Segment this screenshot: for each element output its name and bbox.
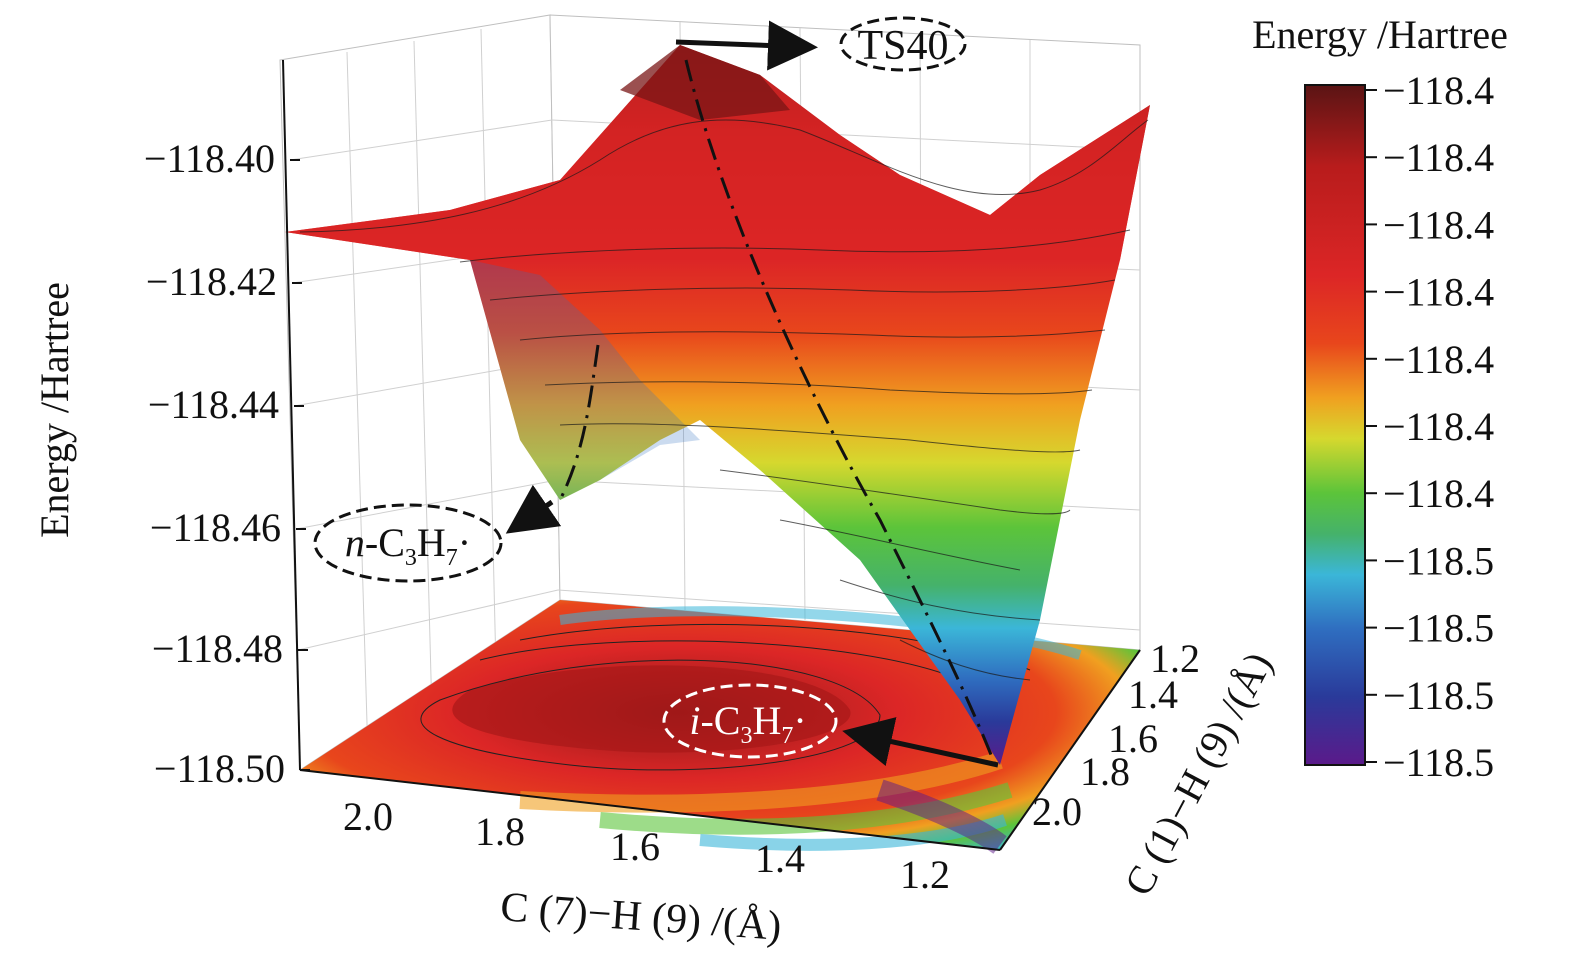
- z-tick-label: −118.40: [144, 136, 275, 181]
- n-c: -C: [365, 520, 405, 565]
- x-tick-label: 1.6: [610, 824, 660, 869]
- colorbar-tick-label: −118.4: [1383, 135, 1494, 180]
- colorbar-tick-label: −118.5: [1383, 740, 1494, 785]
- reaction-path: [558, 59, 997, 766]
- colorbar-tick-label: −118.4: [1383, 270, 1494, 315]
- x-axis-title: C (7)−H (9) /(Å): [499, 884, 783, 950]
- n-h: H: [417, 520, 446, 565]
- colorbar-tick-label: −118.4: [1383, 202, 1494, 247]
- axes-lines: [282, 59, 1141, 851]
- energy-surface: [285, 45, 1150, 765]
- x-tick-label: 1.4: [755, 836, 805, 881]
- z-tick-label: −118.48: [152, 626, 283, 671]
- i-dot: ·: [793, 698, 806, 743]
- floor-contour-map: [300, 600, 1140, 854]
- annotation-i-propyl: i-C3H7·: [662, 683, 999, 768]
- y-tick-label: 1.6: [1108, 716, 1158, 761]
- colorbar-tick-label: −118.4: [1383, 471, 1494, 516]
- ts40-label: TS40: [857, 23, 948, 69]
- colorbar-tick-label: −118.5: [1383, 538, 1494, 583]
- z-tick-label: −118.46: [150, 505, 281, 550]
- annotation-ts40: TS40: [675, 16, 967, 72]
- colorbar-tick-label: −118.5: [1383, 606, 1494, 651]
- z-axis-title: Energy /Hartree: [32, 282, 77, 538]
- i-c: -C: [700, 698, 740, 743]
- i-prefix: i: [689, 698, 700, 743]
- n-prefix: n: [345, 520, 365, 565]
- n-sub3: 3: [405, 545, 417, 571]
- y-tick-label: 1.8: [1080, 749, 1130, 794]
- x-axis-tick-labels: 2.0 1.8 1.6 1.4 1.2: [343, 794, 950, 897]
- n-sub7: 7: [446, 545, 458, 571]
- z-axis-ticks: [290, 159, 310, 771]
- colorbar-tick-label: −118.4: [1383, 404, 1494, 449]
- i-propyl-label: i-C3H7·: [689, 698, 806, 749]
- z-tick-label: −118.44: [148, 382, 279, 427]
- colorbar-tick-label: −118.4: [1383, 68, 1494, 113]
- n-dot: ·: [458, 520, 471, 565]
- x-tick-label: 1.2: [900, 852, 950, 897]
- z-axis-tick-labels: −118.40 −118.42 −118.44 −118.46 −118.48 …: [144, 136, 285, 791]
- colorbar: Energy /Hartree −118.4−118.4−118.4−118.4…: [1252, 12, 1508, 785]
- colorbar-ticks: −118.4 −118.4 −118.4 −118.4 −118.4 −118.4 −118…: [1365, 68, 1494, 785]
- y-tick-label: 2.0: [1032, 789, 1082, 834]
- i-sub3: 3: [740, 723, 752, 749]
- n-propyl-label: n-C3H7·: [345, 520, 471, 571]
- i-h: H: [752, 698, 781, 743]
- i-sub7: 7: [781, 723, 793, 749]
- z-tick-label: −118.50: [154, 746, 285, 791]
- y-tick-label: 1.2: [1150, 636, 1200, 681]
- z-tick-label: −118.42: [146, 259, 277, 304]
- x-tick-label: 2.0: [343, 794, 393, 839]
- x-tick-label: 1.8: [475, 809, 525, 854]
- y-tick-label: 1.4: [1128, 672, 1178, 717]
- annotation-n-propyl: n-C3H7·: [313, 484, 562, 583]
- colorbar-gradient: [1304, 84, 1366, 766]
- colorbar-title: Energy /Hartree: [1252, 12, 1508, 57]
- colorbar-tick-label: −118.4: [1383, 337, 1494, 382]
- colorbar-tick-label: −118.5: [1383, 673, 1494, 718]
- y-axis-tick-labels: 1.2 1.4 1.6 1.8 2.0: [1032, 636, 1200, 834]
